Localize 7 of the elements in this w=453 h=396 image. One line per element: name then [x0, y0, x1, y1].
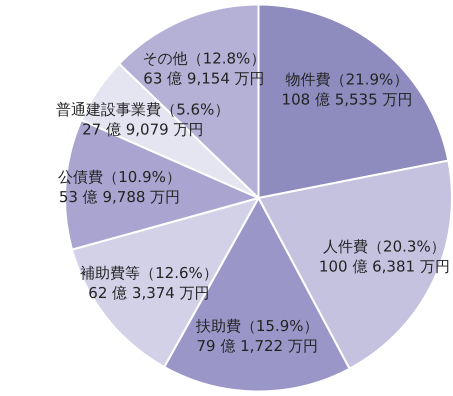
slice-label: 普通建設事業費（5.6%） 27 億 9,079 万円: [56, 100, 230, 138]
slice-label: 公債費（10.9%） 53 億 9,788 万円: [58, 168, 181, 206]
slice-label: その他（12.8%） 63 億 9,154 万円: [142, 50, 266, 88]
slice-label: 人件費（20.3%） 100 億 6,381 万円: [318, 238, 450, 276]
slice-label: 扶助費（15.9%） 79 億 1,722 万円: [194, 317, 319, 356]
slice-label: 補助費等（12.6%） 62 億 3,374 万円: [80, 264, 218, 302]
slice-label: 物件費（21.9%） 108 億 5,535 万円: [282, 70, 412, 108]
